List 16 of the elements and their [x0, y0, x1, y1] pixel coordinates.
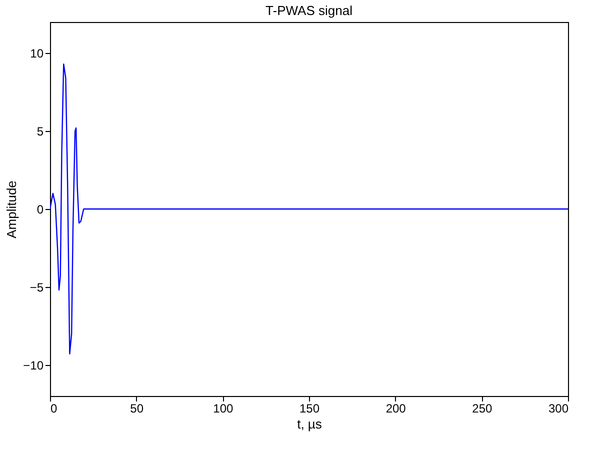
line-series — [50, 63, 568, 355]
y-tick-label: 10 — [30, 46, 44, 61]
x-tick-label: 200 — [386, 402, 406, 416]
x-tick-label: 0 — [50, 402, 58, 416]
y-tick-label: −5 — [30, 280, 44, 294]
x-tick-label: 50 — [130, 402, 144, 416]
x-axis-title: t, µs — [297, 416, 322, 432]
y-axis-title: Amplitude — [4, 180, 20, 238]
y-tick-label: −10 — [23, 358, 44, 372]
y-tick-label: 5 — [36, 124, 44, 139]
x-tick-label: 300 — [548, 402, 569, 416]
x-tick-label: 100 — [213, 402, 234, 416]
y-tick-label: 0 — [36, 202, 44, 216]
x-tick-label: 150 — [299, 402, 320, 416]
x-tick-label: 250 — [472, 402, 492, 416]
chart-title: T-PWAS signal — [266, 3, 353, 18]
